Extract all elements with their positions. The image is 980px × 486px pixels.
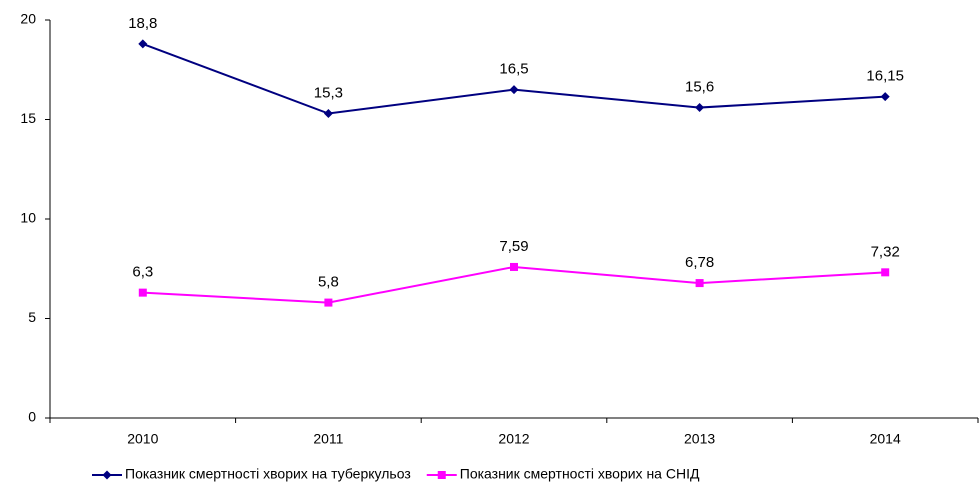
legend-marker bbox=[102, 470, 112, 480]
data-label: 7,32 bbox=[871, 243, 900, 260]
data-point bbox=[138, 39, 148, 49]
data-point bbox=[695, 279, 704, 288]
data-point bbox=[881, 268, 890, 277]
x-tick-label: 2012 bbox=[498, 431, 529, 447]
data-label: 6,78 bbox=[685, 254, 714, 271]
data-point bbox=[324, 298, 333, 307]
data-point bbox=[323, 109, 333, 119]
data-label: 16,5 bbox=[499, 61, 528, 78]
x-tick-label: 2010 bbox=[127, 431, 158, 447]
x-tick-label: 2014 bbox=[870, 431, 901, 447]
y-tick-label: 20 bbox=[20, 11, 36, 27]
y-tick-label: 0 bbox=[28, 409, 36, 425]
data-label: 6,3 bbox=[132, 264, 153, 281]
data-label: 15,3 bbox=[314, 84, 343, 101]
legend-label: Показник смертності хворих на туберкульо… bbox=[125, 466, 411, 482]
data-label: 7,59 bbox=[499, 238, 528, 255]
data-point bbox=[510, 262, 518, 271]
y-tick-label: 5 bbox=[28, 309, 36, 325]
data-label: 5,8 bbox=[318, 274, 339, 291]
series-line bbox=[142, 265, 886, 304]
data-point bbox=[138, 288, 147, 297]
data-point bbox=[880, 92, 890, 102]
series-line bbox=[142, 42, 886, 115]
legend-label: Показник смертності хворих на СНІД bbox=[460, 466, 700, 482]
y-tick-label: 15 bbox=[20, 110, 36, 126]
x-tick-label: 2013 bbox=[684, 431, 715, 447]
y-tick-label: 10 bbox=[20, 210, 36, 226]
x-tick-label: 2011 bbox=[313, 431, 343, 447]
data-label: 16,15 bbox=[866, 68, 904, 85]
data-label: 15,6 bbox=[685, 79, 714, 96]
data-point bbox=[509, 85, 519, 95]
data-point bbox=[695, 103, 705, 113]
legend-marker bbox=[437, 471, 446, 479]
data-label: 18,8 bbox=[128, 15, 157, 32]
